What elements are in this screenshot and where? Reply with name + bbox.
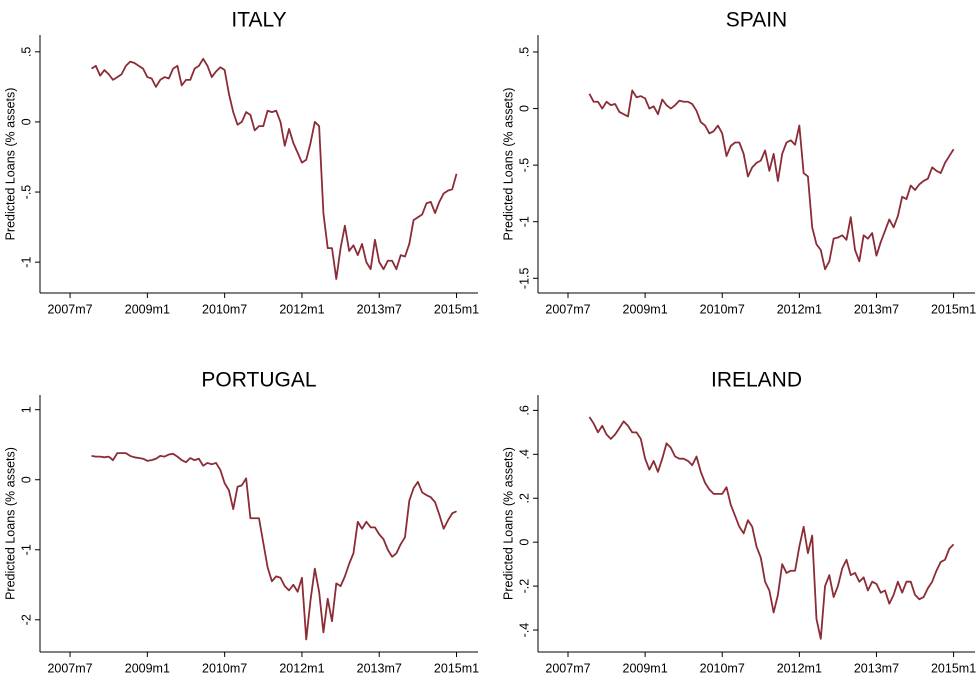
x-tick-label: 2010m7 xyxy=(700,661,745,675)
x-tick-label: 2015m1 xyxy=(931,302,976,316)
y-tick-label: -.5 xyxy=(19,185,33,200)
x-tick-label: 2007m7 xyxy=(47,302,92,316)
x-tick-label: 2007m7 xyxy=(47,661,92,675)
y-tick-label: -2 xyxy=(19,614,33,625)
x-tick-label: 2010m7 xyxy=(202,661,247,675)
y-tick-label: .5 xyxy=(517,47,531,57)
x-tick-label: 2012m1 xyxy=(279,302,324,316)
y-axis-label: Predicted Loans (% assets) xyxy=(3,88,17,241)
y-tick-label: 0 xyxy=(517,539,531,546)
x-tick-label: 2013m7 xyxy=(854,302,899,316)
x-tick-label: 2010m7 xyxy=(202,302,247,316)
y-tick-label: -.2 xyxy=(517,579,531,594)
y-tick-label: .6 xyxy=(517,405,531,415)
y-tick-label: -.4 xyxy=(517,623,531,638)
data-line xyxy=(588,89,955,271)
y-axis-label: Predicted Loans (% assets) xyxy=(3,447,17,600)
x-tick-label: 2012m1 xyxy=(777,661,822,675)
panel-title: IRELAND xyxy=(711,369,802,392)
y-tick-label: 1 xyxy=(19,406,33,413)
y-axis-label: Predicted Loans (% assets) xyxy=(501,88,515,241)
x-tick-label: 2013m7 xyxy=(357,661,402,675)
y-tick-label: -1 xyxy=(19,257,33,268)
y-tick-label: .5 xyxy=(19,47,33,57)
x-tick-label: 2009m1 xyxy=(623,302,668,316)
x-tick-label: 2010m7 xyxy=(700,302,745,316)
x-tick-label: 2009m1 xyxy=(623,661,668,675)
x-tick-label: 2007m7 xyxy=(545,661,590,675)
y-tick-label: -1 xyxy=(19,544,33,555)
x-tick-label: 2015m1 xyxy=(931,661,976,675)
x-tick-label: 2015m1 xyxy=(434,302,479,316)
data-line xyxy=(91,57,458,280)
x-tick-label: 2013m7 xyxy=(357,302,402,316)
x-tick-label: 2007m7 xyxy=(545,302,590,316)
panel-title: PORTUGAL xyxy=(201,369,316,392)
data-line xyxy=(91,452,457,641)
y-tick-label: 0 xyxy=(19,118,33,125)
y-tick-label: -1.5 xyxy=(517,267,531,289)
data-line xyxy=(588,416,955,640)
x-tick-label: 2013m7 xyxy=(854,661,899,675)
y-tick-label: .2 xyxy=(517,493,531,503)
y-tick-label: .4 xyxy=(517,449,531,459)
x-tick-label: 2012m1 xyxy=(279,661,324,675)
y-tick-label: -.5 xyxy=(517,158,531,173)
x-tick-label: 2009m1 xyxy=(125,302,170,316)
x-tick-label: 2009m1 xyxy=(125,661,170,675)
y-tick-label: 0 xyxy=(517,105,531,112)
x-tick-label: 2012m1 xyxy=(777,302,822,316)
y-axis-label: Predicted Loans (% assets) xyxy=(501,447,515,600)
y-tick-label: -1 xyxy=(517,216,531,227)
y-tick-label: 0 xyxy=(19,476,33,483)
x-tick-label: 2015m1 xyxy=(434,661,479,675)
panel-title: ITALY xyxy=(231,9,286,32)
panel-title: SPAIN xyxy=(726,9,787,32)
